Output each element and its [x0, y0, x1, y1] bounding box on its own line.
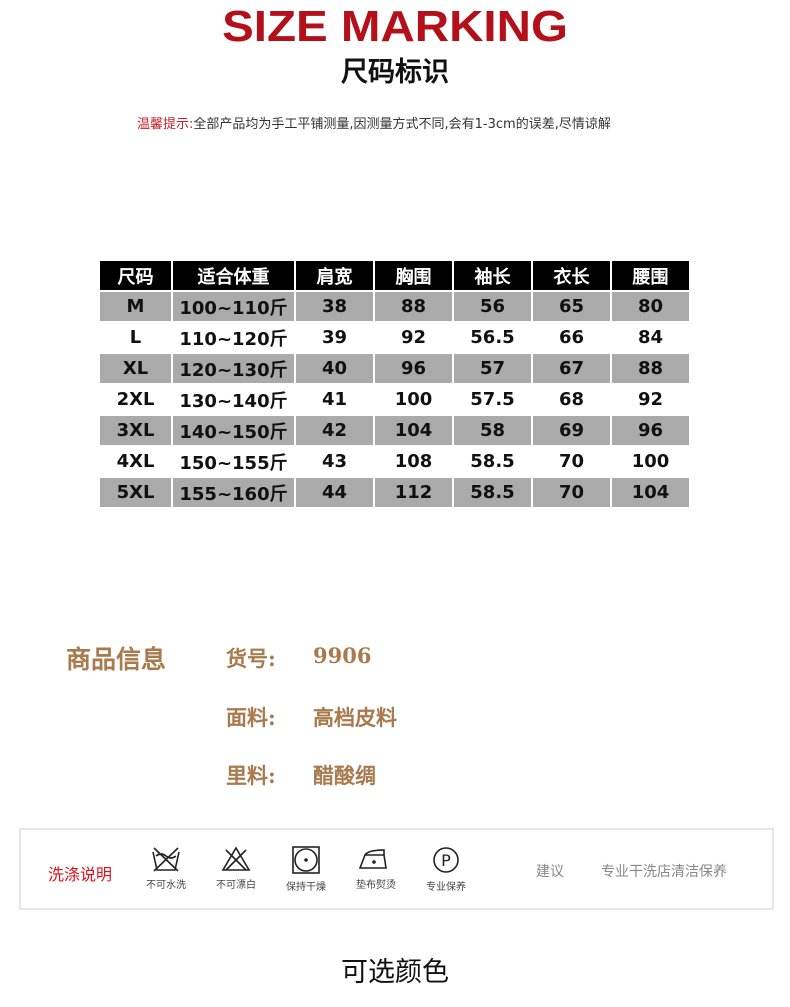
column-header: 肩宽: [296, 261, 373, 290]
table-cell: XL: [100, 354, 171, 383]
care-label: 垫布熨烫: [356, 880, 396, 891]
table-cell: M: [100, 292, 171, 321]
page-title: SIZE MARKING: [222, 2, 568, 51]
table-cell: 58.5: [454, 478, 531, 507]
tip-text: 全部产品均为手工平铺测量,因测量方式不同,会有1-3cm的误差,尽情谅解: [193, 117, 611, 132]
table-cell: 3XL: [100, 416, 171, 445]
table-cell: 56.5: [470, 327, 515, 348]
table-cell: 92: [400, 327, 427, 348]
fabric-label: 面料:: [226, 705, 276, 730]
care-label: 专业保养: [426, 882, 466, 893]
table-cell: 4XL: [116, 451, 155, 472]
column-header: 袖长: [454, 261, 531, 290]
table-cell: 57: [454, 354, 531, 383]
table-row: XL 120~130斤 40 96 57 67 88: [100, 354, 689, 383]
table-cell: 96: [375, 354, 452, 383]
table-cell: 41: [321, 389, 348, 410]
table-cell: 66: [558, 327, 585, 348]
table-cell: 96: [612, 416, 689, 445]
table-cell: 58: [454, 416, 531, 445]
tumble-dry-icon: [292, 846, 320, 874]
table-cell: 65: [533, 292, 610, 321]
table-row: 3XL 140~150斤 42 104 58 69 96: [100, 416, 689, 445]
svg-text:P: P: [441, 851, 451, 870]
column-header: 衣长: [533, 261, 610, 290]
column-header: 胸围: [375, 261, 452, 290]
table-cell: 140~150斤: [173, 416, 294, 445]
care-item-dry: 保持干燥: [276, 846, 336, 893]
table-row: 4XL 150~155斤 43 108 58.5 70 100: [100, 447, 689, 476]
table-cell: 56: [454, 292, 531, 321]
table-cell: 100~110斤: [173, 292, 294, 321]
column-header: 尺码: [100, 261, 171, 290]
care-item-no-wash: 不可水洗: [136, 846, 196, 891]
table-cell: 70: [558, 451, 585, 472]
table-header: 尺码 适合体重 肩宽 胸围 袖长 衣长 腰围: [100, 261, 689, 290]
table-cell: 70: [533, 478, 610, 507]
lining-label: 里料:: [226, 763, 276, 788]
table-cell: 110~120斤: [179, 328, 288, 350]
no-wash-icon: [152, 847, 180, 872]
item-no-value: 9906: [313, 643, 372, 668]
table-row: 5XL 155~160斤 44 112 58.5 70 104: [100, 478, 689, 507]
colors-heading: 可选颜色: [341, 957, 449, 988]
table-cell: 67: [533, 354, 610, 383]
table-cell: 39: [321, 327, 348, 348]
suggest-text: 专业干洗店清洁保养: [601, 864, 727, 880]
care-label: 保持干燥: [286, 882, 326, 893]
table-cell: 42: [296, 416, 373, 445]
lining-value: 醋酸绸: [313, 763, 376, 788]
table-cell: 155~160斤: [173, 478, 294, 507]
care-instructions: 洗涤说明 不可水洗 不可漂白 保持干燥 垫布熨烫 P 专业保养 建议 专业干洗店…: [19, 828, 774, 910]
table-cell: 130~140斤: [179, 390, 288, 412]
table-cell: 150~155斤: [179, 452, 288, 474]
care-item-iron: 垫布熨烫: [346, 846, 406, 891]
table-cell: 108: [394, 451, 433, 472]
table-cell: 58.5: [470, 451, 515, 472]
table-cell: 92: [637, 389, 664, 410]
table-cell: 84: [637, 327, 664, 348]
size-table: 尺码 适合体重 肩宽 胸围 袖长 衣长 腰围 M 100~110斤 38 88 56 65 80 L 110…: [98, 259, 691, 509]
care-label: 不可漂白: [216, 880, 256, 891]
table-cell: 40: [296, 354, 373, 383]
product-info-heading: 商品信息: [66, 645, 167, 674]
care-label: 不可水洗: [146, 880, 186, 891]
table-cell: 38: [296, 292, 373, 321]
table-row: 2XL 130~140斤 41 100 57.5 68 92: [100, 385, 689, 414]
professional-clean-icon: P: [433, 847, 459, 873]
table-cell: 100: [631, 451, 670, 472]
table-cell: 57.5: [470, 389, 515, 410]
measurement-tip: 温馨提示:全部产品均为手工平铺测量,因测量方式不同,会有1-3cm的误差,尽情谅…: [137, 113, 611, 132]
care-item-professional: P 专业保养: [416, 846, 476, 893]
table-cell: 69: [533, 416, 610, 445]
table-cell: 68: [558, 389, 585, 410]
fabric-value: 高档皮料: [313, 705, 397, 730]
table-cell: 104: [375, 416, 452, 445]
table-cell: 43: [321, 451, 348, 472]
table-cell: 88: [612, 354, 689, 383]
suggest-label: 建议: [536, 864, 564, 880]
table-cell: 2XL: [116, 389, 155, 410]
no-bleach-icon: [221, 846, 251, 871]
care-title: 洗涤说明: [48, 865, 113, 884]
table-row: L 110~120斤 39 92 56.5 66 84: [100, 323, 689, 352]
table-cell: L: [129, 327, 142, 348]
table-row: M 100~110斤 38 88 56 65 80: [100, 292, 689, 321]
table-cell: 88: [375, 292, 452, 321]
table-cell: 100: [394, 389, 433, 410]
care-item-no-bleach: 不可漂白: [206, 846, 266, 891]
table-cell: 44: [296, 478, 373, 507]
column-header: 适合体重: [173, 261, 294, 290]
table-cell: 80: [612, 292, 689, 321]
column-header: 腰围: [612, 261, 689, 290]
table-cell: 104: [612, 478, 689, 507]
tip-label: 温馨提示:: [137, 117, 194, 132]
iron-icon: [358, 849, 387, 869]
table-cell: 112: [375, 478, 452, 507]
page-subtitle: 尺码标识: [341, 57, 449, 88]
table-cell: 5XL: [100, 478, 171, 507]
item-no-label: 货号:: [226, 646, 276, 671]
table-cell: 120~130斤: [173, 354, 294, 383]
